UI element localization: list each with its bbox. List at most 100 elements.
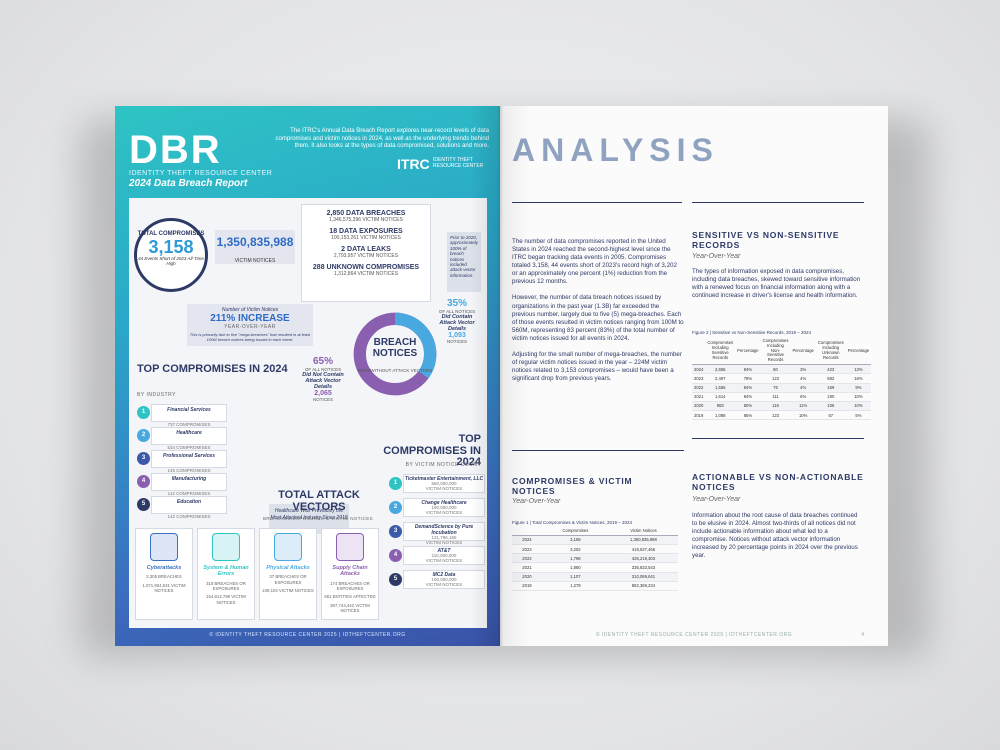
analysis-heading: ANALYSIS	[512, 132, 719, 168]
victim-unit: VICTIM NOTICES	[425, 557, 463, 563]
table-cell: 2021	[692, 392, 706, 402]
top-industries-sub: BY INDUSTRY	[137, 392, 176, 398]
increase-period: YEAR-OVER-YEAR	[224, 324, 276, 330]
industry-box: Healthcare 534 COMPROMISES	[151, 427, 227, 450]
pct-value: 35%	[446, 298, 467, 309]
industry-item: 2 Healthcare 534 COMPROMISES	[137, 427, 297, 450]
org-name: AT&T	[437, 548, 451, 554]
rank-badge: 2	[389, 501, 402, 514]
table-cell: 882,369,234	[608, 581, 678, 591]
right-page: ANALYSIS The number of data compromises …	[500, 106, 888, 646]
type-title: 288 UNKNOWN COMPROMISES	[312, 264, 420, 271]
table-cell: 6%	[790, 392, 816, 402]
itrc-logo-text: IDENTITY THEFT RESOURCE CENTER	[433, 157, 484, 169]
donut-label: BREACH NOTICES WITH/WITHOUT ATTACK VECTO…	[351, 337, 439, 377]
victim-box: AT&T 110,000,000 VICTIM NOTICES	[403, 546, 485, 565]
victim-box: MC2 Data 100,000,000 VICTIM NOTICES	[403, 570, 485, 589]
table-cell: 3,202	[541, 544, 609, 555]
right-footer: © IDENTITY THEFT RESOURCE CENTER 2025 | …	[595, 632, 793, 638]
victim-count: 110,000,000	[431, 553, 457, 558]
divider	[512, 202, 682, 203]
table-cell: 106	[815, 401, 846, 412]
victim-table: Compromises Victim Notices 2024 3,158 1,350,…	[512, 528, 678, 591]
vector-extra: 397,744,442 VICTIM NOTICES	[330, 602, 370, 614]
table-cell: 2023	[512, 544, 542, 555]
table-header	[512, 528, 542, 536]
increase-value: 211% INCREASE	[210, 313, 290, 324]
table-header: Victim Notices	[608, 528, 678, 536]
type-title: 18 DATA EXPOSURES	[329, 228, 403, 235]
industry-name: Manufacturing	[171, 476, 207, 482]
infographic-panel: TOTAL COMPROMISES 3,158 44 Events Short …	[129, 198, 487, 628]
attack-vector-card: Supply Chain Attacks 174 BREACHES OR EXPO…	[321, 528, 379, 620]
total-compromises-circle: TOTAL COMPROMISES 3,158 44 Events Short …	[134, 218, 208, 292]
victim-list: 1 Ticketmaster Entertainment, LLC 560,000,…	[389, 474, 487, 594]
top-victim-heading: TOP COMPROMISES IN 2024	[383, 433, 481, 469]
table-cell: 2024	[692, 364, 706, 375]
total-label: TOTAL COMPROMISES	[137, 231, 205, 237]
rank-badge: 4	[137, 475, 150, 488]
table-row: 2022 1,798 425,219,303	[512, 553, 678, 564]
industry-box: Financial Services 737 COMPROMISES	[151, 404, 227, 427]
attack-vector-cards: Cyberattacks 2,305 BREACHES 1,071,904,531 …	[135, 528, 385, 620]
paragraph: Adjusting for the small number of mega-b…	[512, 350, 682, 383]
left-page: DBR Identity Theft Resource Center 2024 …	[115, 106, 500, 646]
vector-breaches: 174 BREACHES OR EXPOSURES	[330, 580, 370, 591]
industry-count: 534 COMPROMISES	[167, 445, 211, 450]
breach-notices-donut	[353, 312, 437, 396]
victim-box: Change Healthcare 190,000,000 VICTIM NOTIC…	[403, 498, 485, 517]
victim-unit: VICTIM NOTICES	[425, 509, 463, 515]
table-cell: 2,655	[705, 364, 736, 375]
victim-notices-label: VICTIM NOTICES	[234, 258, 276, 264]
vector-breaches: 2,305 BREACHES	[146, 574, 182, 580]
analysis-column: The number of data compromises reported …	[512, 238, 684, 383]
victim-item: 4 AT&T 110,000,000 VICTIM NOTICES	[389, 546, 487, 565]
table-cell: 2020	[512, 572, 542, 582]
pct-label: Did Not Contain Attack Vector Details	[302, 372, 344, 390]
pct-unit: NOTICES	[446, 339, 467, 344]
publisher-subtitle: Identity Theft Resource Center	[129, 170, 273, 177]
donut-sub: WITH/WITHOUT ATTACK VECTORS	[357, 368, 433, 373]
victim-item: 1 Ticketmaster Entertainment, LLC 560,000,…	[389, 474, 487, 493]
table-cell: 3,158	[541, 535, 609, 546]
report-acronym: DBR	[129, 128, 222, 172]
donut-vector-arc	[353, 312, 437, 396]
rank-badge: 5	[137, 498, 150, 511]
actionable-text: Information about the root cause of data…	[692, 512, 858, 560]
lock-icon	[150, 533, 178, 561]
industry-count: 112 COMPROMISES	[167, 491, 211, 496]
table-row: 2023 3,202 419,537,466	[512, 544, 678, 555]
report-title: 2024 Data Breach Report	[129, 178, 248, 189]
table-cell: 84%	[735, 364, 761, 375]
vector-name: Supply Chain Attacks	[332, 565, 368, 578]
victim-yoy: Year-Over-Year	[512, 498, 561, 505]
sensitive-heading: SENSITIVE VS NON-SENSITIVE RECORDS	[692, 230, 840, 251]
table-cell: 423	[815, 364, 846, 375]
folder-icon	[274, 533, 302, 561]
table-cell: 11%	[790, 401, 816, 412]
rank-badge: 3	[389, 525, 402, 538]
industry-count: 145 COMPROMISES	[167, 468, 211, 473]
table-cell: 2023	[692, 373, 706, 384]
table-cell: 4%	[790, 373, 816, 384]
industry-item: 1 Financial Services 737 COMPROMISES	[137, 404, 297, 427]
sensitive-text: The types of information exposed in data…	[692, 268, 861, 300]
industry-item: 4 Manufacturing 112 COMPROMISES	[137, 473, 297, 496]
table-row: 2024 3,158 1,350,835,988	[512, 535, 678, 546]
vector-name: Cyberattacks	[146, 565, 182, 571]
pct-label: Did Contain Attack Vector Details	[439, 314, 475, 332]
industry-box: Education 142 COMPROMISES	[151, 496, 227, 519]
table-cell: 1,088	[705, 410, 736, 421]
rank-badge: 1	[389, 477, 402, 490]
table-row: 2020 1,107 310,069,641	[512, 572, 678, 582]
table-cell: 78%	[735, 373, 761, 384]
table-cell: 5%	[845, 410, 872, 421]
victim-unit: VICTIM NOTICES	[425, 485, 463, 491]
industry-count: 142 COMPROMISES	[167, 514, 211, 519]
victim-item: 5 MC2 Data 100,000,000 VICTIM NOTICES	[389, 570, 487, 589]
pct-of: OF ALL NOTICES	[438, 309, 476, 314]
rank-badge: 1	[137, 406, 150, 419]
attack-vector-card: System & Human Errors 318 BREACHES OR EXP…	[197, 528, 255, 620]
divider	[692, 438, 864, 439]
divider	[512, 450, 684, 451]
